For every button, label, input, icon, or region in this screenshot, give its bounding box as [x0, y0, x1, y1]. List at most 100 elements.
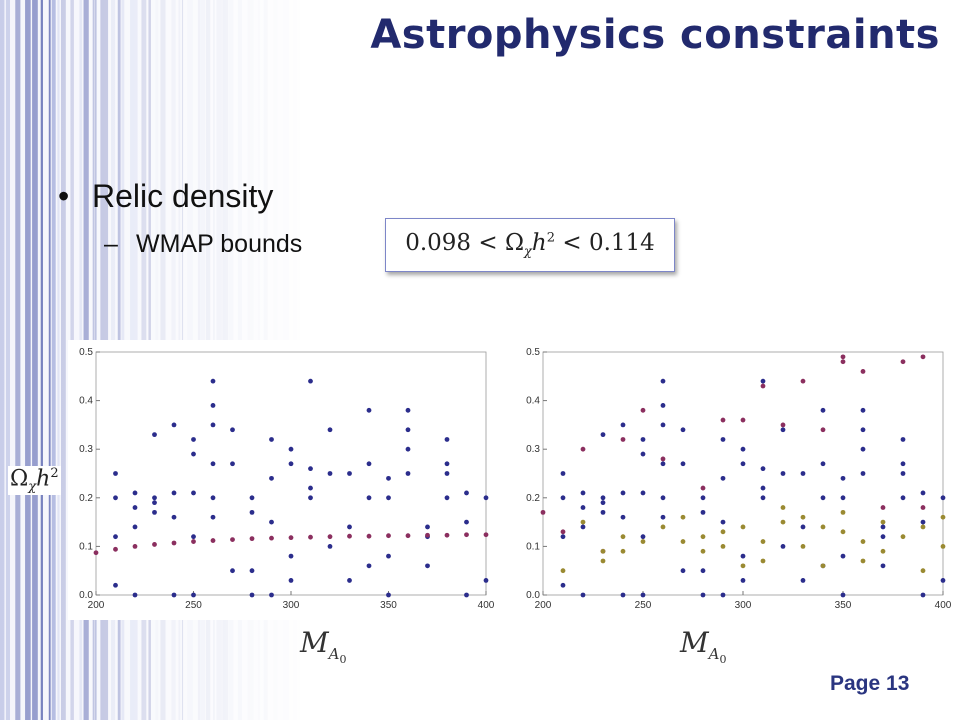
- data-point: [720, 417, 726, 423]
- formula-box: 0.098 < Ωχh2 < 0.114: [385, 218, 675, 272]
- ylabel-omega: Ω: [10, 466, 29, 492]
- data-point: [308, 466, 313, 472]
- data-point: [840, 553, 846, 559]
- data-point: [269, 592, 274, 598]
- data-point: [269, 437, 274, 442]
- data-point: [920, 524, 926, 530]
- x-tick-label: 200: [535, 600, 552, 611]
- data-point: [288, 578, 294, 583]
- scatter-plot-right: 200 250 300 350 400 0.0 0.1 0.2 0.3 0.4 0.5: [515, 340, 951, 620]
- data-point: [600, 432, 606, 438]
- data-point: [152, 509, 157, 515]
- subbullet-wmap-bounds: – WMAP bounds: [104, 230, 302, 259]
- data-point: [680, 514, 686, 520]
- data-point: [425, 524, 430, 530]
- data-point: [720, 544, 726, 549]
- data-point: [880, 505, 886, 510]
- data-point: [152, 432, 157, 438]
- y-tick-label: 0.3: [79, 444, 93, 455]
- data-point: [288, 446, 294, 452]
- y-tick-label: 0.2: [79, 493, 93, 504]
- formula-op-1: <: [478, 230, 498, 257]
- data-point: [405, 427, 411, 433]
- data-point: [210, 495, 216, 501]
- data-point: [269, 519, 274, 525]
- data-point: [900, 471, 906, 476]
- data-point: [171, 540, 177, 546]
- data-point: [580, 490, 586, 496]
- page-number: Page 13: [830, 672, 910, 695]
- data-point: [444, 532, 450, 538]
- data-point: [366, 495, 372, 501]
- data-point: [132, 490, 138, 496]
- data-point: [760, 558, 766, 564]
- data-point: [700, 592, 706, 598]
- data-point: [483, 578, 489, 583]
- y-axis-label-left: Ωχh2: [8, 466, 61, 495]
- data-point: [740, 563, 746, 569]
- data-point: [920, 519, 926, 525]
- data-point: [800, 578, 806, 583]
- data-point: [840, 495, 846, 501]
- data-point: [308, 534, 313, 540]
- data-point: [327, 544, 333, 549]
- data-point: [620, 437, 626, 442]
- x-tick-label: 400: [478, 600, 494, 611]
- data-point: [464, 490, 469, 496]
- data-point: [366, 563, 372, 569]
- data-point: [700, 495, 706, 501]
- data-point: [230, 568, 235, 574]
- data-point: [464, 519, 469, 525]
- data-point: [405, 446, 411, 452]
- data-point: [191, 592, 196, 598]
- ylabel-chi: χ: [28, 479, 37, 495]
- data-point: [820, 563, 826, 569]
- y-tick-label: 0.0: [526, 590, 540, 601]
- y-tick-label: 0.5: [79, 347, 93, 358]
- data-point: [680, 461, 686, 467]
- data-point: [171, 490, 177, 496]
- data-point: [560, 534, 566, 540]
- data-point: [132, 524, 138, 530]
- data-point: [860, 446, 866, 452]
- data-point: [780, 519, 786, 525]
- data-point: [720, 475, 726, 481]
- scatter-plot-left-svg: 200 250 300 350 400 0.0 0.1 0.2 0.3 0.4 0.5: [79, 347, 494, 611]
- data-point: [580, 519, 586, 525]
- data-point: [444, 461, 450, 467]
- data-point: [560, 568, 566, 574]
- data-point: [620, 592, 626, 598]
- data-point: [210, 378, 216, 384]
- data-point: [740, 446, 746, 452]
- data-point: [249, 592, 255, 598]
- ylabel-h: h: [36, 466, 51, 492]
- data-point: [840, 592, 846, 598]
- data-point: [640, 451, 646, 457]
- data-point: [288, 461, 294, 467]
- data-point: [560, 529, 566, 535]
- data-point: [840, 475, 846, 481]
- data-point: [840, 354, 846, 360]
- data-point: [920, 505, 926, 510]
- data-point: [820, 427, 826, 433]
- data-point: [152, 500, 157, 506]
- subbullet-dash: –: [104, 230, 118, 258]
- data-point: [347, 524, 352, 530]
- data-point: [780, 505, 786, 510]
- data-point: [191, 437, 196, 442]
- data-point: [444, 471, 450, 476]
- formula-op-2: <: [562, 230, 582, 257]
- data-point: [860, 471, 866, 476]
- data-point: [210, 403, 216, 408]
- data-point: [680, 568, 686, 574]
- data-point: [210, 538, 216, 543]
- x-tick-label: 400: [935, 600, 951, 611]
- data-point: [249, 536, 255, 542]
- data-point: [269, 535, 274, 541]
- data-point: [249, 495, 255, 501]
- data-point: [93, 550, 99, 556]
- data-point: [269, 475, 274, 481]
- data-point: [132, 544, 138, 549]
- data-point: [230, 461, 235, 467]
- data-point: [660, 456, 666, 462]
